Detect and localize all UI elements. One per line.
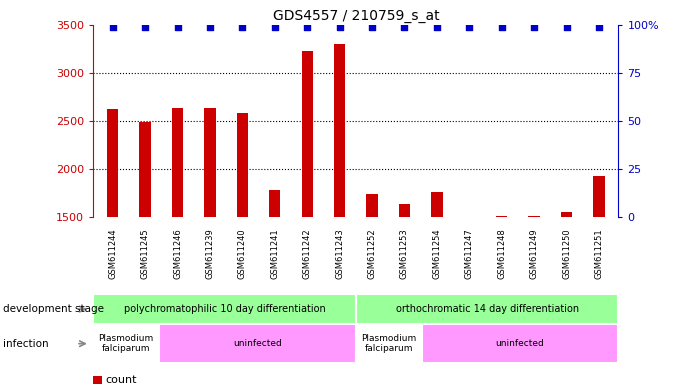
Text: GSM611241: GSM611241	[270, 228, 279, 279]
Text: Plasmodium
falciparum: Plasmodium falciparum	[99, 334, 153, 353]
Bar	[334, 44, 346, 361]
Text: Plasmodium
falciparum: Plasmodium falciparum	[361, 334, 416, 353]
Text: GSM611247: GSM611247	[465, 228, 474, 279]
Point	[269, 24, 281, 30]
Text: uninfected: uninfected	[233, 339, 282, 348]
Point	[496, 24, 507, 30]
Point	[237, 24, 248, 30]
Bar	[464, 217, 475, 361]
Text: GSM611251: GSM611251	[594, 228, 603, 279]
Bar	[159, 324, 356, 363]
Bar	[496, 216, 507, 361]
Point	[107, 24, 118, 30]
Text: GSM611249: GSM611249	[530, 228, 539, 279]
Point	[561, 24, 572, 30]
Text: GSM611242: GSM611242	[303, 228, 312, 279]
Bar	[172, 108, 183, 361]
Bar	[422, 324, 618, 363]
Point	[302, 24, 313, 30]
Bar	[529, 217, 540, 361]
Bar	[366, 194, 378, 361]
Bar	[93, 376, 102, 384]
Point	[399, 24, 410, 30]
Text: orthochromatic 14 day differentiation: orthochromatic 14 day differentiation	[395, 304, 579, 314]
Text: GSM611243: GSM611243	[335, 228, 344, 279]
Text: GSM611250: GSM611250	[562, 228, 571, 279]
Point	[172, 24, 183, 30]
Point	[431, 24, 442, 30]
Text: GSM611239: GSM611239	[205, 228, 214, 279]
Text: GSM611252: GSM611252	[368, 228, 377, 279]
Point	[366, 24, 377, 30]
Bar	[93, 324, 159, 363]
Text: count: count	[106, 375, 138, 384]
Bar	[431, 192, 442, 361]
Point	[529, 24, 540, 30]
Text: GSM611253: GSM611253	[400, 228, 409, 279]
Text: GSM611246: GSM611246	[173, 228, 182, 279]
Title: GDS4557 / 210759_s_at: GDS4557 / 210759_s_at	[272, 8, 439, 23]
Point	[334, 24, 346, 30]
Bar	[107, 109, 118, 361]
Point	[594, 24, 605, 30]
Bar	[399, 205, 410, 361]
Text: GSM611248: GSM611248	[498, 228, 507, 279]
Text: uninfected: uninfected	[495, 339, 545, 348]
Point	[205, 24, 216, 30]
Bar	[594, 176, 605, 361]
Text: development stage: development stage	[3, 304, 104, 314]
Text: infection: infection	[3, 339, 49, 349]
Bar	[269, 190, 281, 361]
Point	[464, 24, 475, 30]
Text: polychromatophilic 10 day differentiation: polychromatophilic 10 day differentiatio…	[124, 304, 325, 314]
Bar	[356, 294, 618, 324]
Bar	[237, 113, 248, 361]
Text: GSM611254: GSM611254	[433, 228, 442, 279]
Bar	[140, 122, 151, 361]
Point	[140, 24, 151, 30]
Bar	[205, 108, 216, 361]
Bar	[301, 51, 313, 361]
Text: GSM611245: GSM611245	[141, 228, 150, 279]
Bar	[93, 294, 356, 324]
Text: GSM611240: GSM611240	[238, 228, 247, 279]
Bar	[561, 212, 572, 361]
Bar	[356, 324, 422, 363]
Text: GSM611244: GSM611244	[108, 228, 117, 279]
